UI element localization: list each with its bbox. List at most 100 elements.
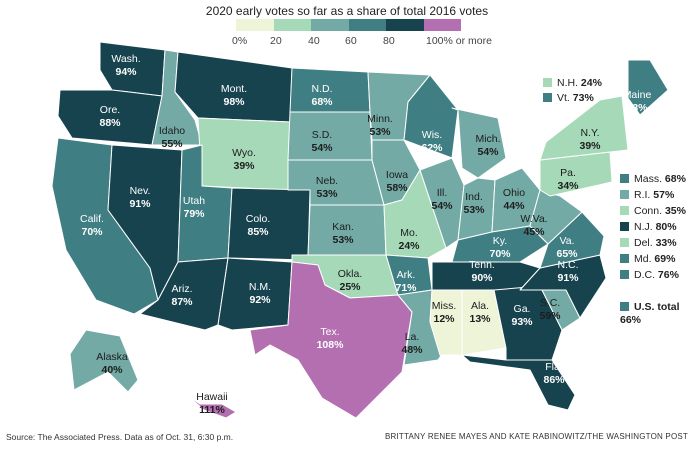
small-state-value: 66%	[620, 314, 642, 326]
small-state-name: Vt.	[557, 92, 573, 104]
small-state-row: N.H. 24%	[543, 77, 602, 89]
state-label-ut: Utah 79%	[183, 195, 205, 220]
small-state-value: 73%	[572, 92, 594, 104]
state-label-ia: Iowa 58%	[386, 169, 408, 194]
state-nm	[217, 257, 293, 331]
small-state-row: Del. 33%	[620, 237, 677, 249]
legend-label: 60	[345, 35, 357, 47]
state-label-wa: Wash. 94%	[111, 53, 140, 78]
legend-swatch	[386, 19, 424, 31]
small-state-name: N.H.	[557, 77, 581, 89]
legend-label: 20	[270, 35, 282, 47]
state-label-la: La. 48%	[401, 331, 423, 356]
state-label-in: Ind. 53%	[463, 191, 485, 216]
state-label-ms: Miss. 12%	[432, 300, 457, 325]
state-label-sd: S.D. 54%	[311, 129, 333, 154]
small-state-swatch	[543, 93, 552, 102]
legend-label: 0%	[232, 35, 248, 47]
small-state-value: 80%	[655, 221, 677, 233]
state-label-az: Ariz. 87%	[171, 283, 193, 308]
small-state-name: Md.	[634, 253, 655, 265]
legend-swatch	[236, 19, 274, 31]
state-ny	[539, 95, 629, 161]
small-state-row: R.I. 57%	[620, 189, 674, 201]
state-label-sc: S.C. 59%	[539, 297, 561, 322]
state-me	[627, 59, 669, 116]
state-label-ok: Okla. 25%	[338, 268, 363, 293]
small-state-value: 69%	[654, 253, 676, 265]
small-state-name: Del.	[634, 237, 656, 249]
state-label-pa: Pa. 34%	[557, 167, 579, 192]
state-label-ak: Alaska 40%	[96, 351, 128, 376]
small-state-row: Vt. 73%	[543, 92, 594, 104]
state-label-mt: Mont. 98%	[221, 83, 247, 108]
small-state-swatch	[620, 174, 629, 183]
state-label-mn: Minn. 53%	[367, 113, 393, 138]
state-label-co: Colo. 85%	[246, 213, 271, 238]
small-state-name: D.C.	[634, 269, 658, 281]
small-state-row: Mass. 68%	[620, 173, 686, 185]
small-state-value: 76%	[657, 269, 679, 281]
small-state-name: R.I.	[634, 189, 654, 201]
small-state-value: 33%	[655, 237, 677, 249]
legend-swatch	[311, 19, 349, 31]
legend-swatch	[348, 19, 386, 31]
small-state-value: 57%	[653, 189, 675, 201]
small-state-swatch	[620, 254, 629, 263]
state-label-ca: Calif. 70%	[80, 213, 104, 238]
state-label-wi: Wis. 62%	[421, 129, 443, 154]
legend-title: 2020 early votes so far as a share of to…	[205, 4, 489, 18]
state-label-ga: Ga. 93%	[511, 303, 533, 328]
state-label-tn: Tenn. 90%	[469, 259, 495, 284]
state-label-nc: N.C. 91%	[557, 259, 579, 284]
state-ak	[69, 329, 139, 393]
legend-swatch	[273, 19, 311, 31]
credit-line: BRITTANY RENEE MAYES AND KATE RABINOWITZ…	[385, 432, 688, 441]
legend-label: 80	[383, 35, 395, 47]
small-state-row: U.S. total 66%	[620, 301, 684, 327]
state-fl	[461, 354, 576, 411]
state-label-me: Maine 63%	[623, 89, 652, 114]
small-state-row: Conn. 35%	[620, 205, 686, 217]
small-state-name: Conn.	[634, 205, 665, 217]
state-label-al: Ala. 13%	[469, 300, 491, 325]
small-state-name: Mass.	[634, 173, 665, 185]
state-ms	[429, 289, 463, 356]
state-label-oh: Ohio 44%	[503, 187, 525, 212]
state-hi	[187, 395, 237, 419]
state-label-ar: Ark. 71%	[395, 269, 417, 294]
state-label-hi: Hawaii 111%	[196, 391, 228, 416]
state-label-nv: Nev. 91%	[129, 185, 151, 210]
small-state-swatch	[620, 238, 629, 247]
state-label-ne: Neb. 53%	[316, 175, 338, 200]
small-state-swatch	[620, 206, 629, 215]
small-state-value: 35%	[664, 205, 686, 217]
small-state-value: 68%	[664, 173, 686, 185]
state-label-mo: Mo. 24%	[398, 227, 420, 252]
small-state-name: U.S. total	[634, 301, 680, 313]
state-label-ny: N.Y. 39%	[579, 127, 601, 152]
state-wv	[529, 189, 583, 245]
state-label-nd: N.D. 68%	[311, 83, 333, 108]
legend-label: 40	[308, 35, 320, 47]
small-state-value: 24%	[580, 77, 602, 89]
small-state-row: N.J. 80%	[620, 221, 677, 233]
legend-swatch	[423, 19, 461, 31]
state-label-va: Va. 65%	[556, 235, 578, 260]
state-label-nm: N.M. 92%	[249, 281, 271, 306]
state-label-tx: Tex. 108%	[317, 326, 345, 351]
state-label-ks: Kan. 53%	[332, 221, 354, 246]
state-label-ky: Ky. 70%	[489, 235, 511, 260]
small-state-swatch	[620, 302, 629, 311]
state-wi	[403, 74, 459, 159]
small-state-name: N.J.	[634, 221, 656, 233]
small-state-swatch	[620, 190, 629, 199]
legend-label: 100% or more	[426, 35, 492, 47]
small-state-swatch	[620, 270, 629, 279]
state-tx	[249, 261, 413, 419]
state-label-id: Idaho 55%	[159, 125, 185, 150]
small-state-row: Md. 69%	[620, 253, 675, 265]
state-label-wv: W.Va. 45%	[520, 213, 547, 238]
small-state-row: D.C. 76%	[620, 269, 679, 281]
